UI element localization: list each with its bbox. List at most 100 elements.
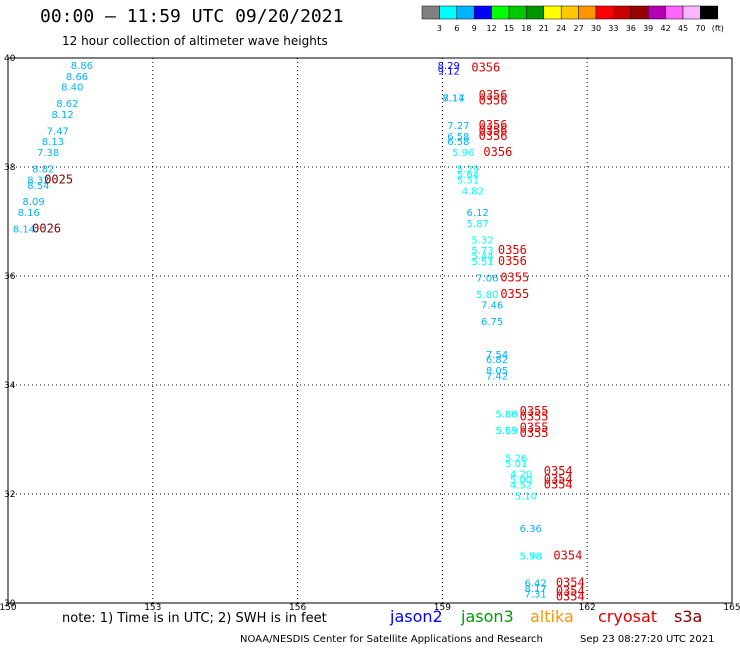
pass-time-label: 0354 <box>544 464 573 478</box>
scale-label: 45 <box>678 24 688 33</box>
wave-height-label: 5.87 <box>467 219 489 230</box>
wave-height-label: 5.10 <box>515 491 537 502</box>
wave-height-label: 6.58 <box>447 137 469 148</box>
y-tick-label: 36 <box>4 272 16 282</box>
wave-height-label: 6.42 <box>524 579 546 590</box>
wave-height-label: 6.58 <box>447 132 469 143</box>
wave-height-label: 7.31 <box>524 590 546 601</box>
satellite-name: cryosat <box>598 607 658 626</box>
wave-height-label: 8.12 <box>51 110 73 121</box>
scale-label: 12 <box>487 24 497 33</box>
wave-height-label: 7.46 <box>481 301 503 312</box>
wave-height-label: 5.00 <box>510 475 532 486</box>
pass-time-label: 0356 <box>471 61 500 75</box>
wave-height-label: 7.42 <box>486 372 508 383</box>
scale-label: 24 <box>556 24 566 33</box>
scale-label: 27 <box>574 24 584 33</box>
x-tick-label: 153 <box>144 603 161 613</box>
wave-height-label: 8.32 <box>27 175 49 186</box>
wave-height-label: 5.51 <box>471 257 493 268</box>
pass-time-label: 0354 <box>544 472 573 486</box>
scale-swatch <box>665 5 684 20</box>
wave-height-label: 8.40 <box>61 83 83 94</box>
y-tick-label: 40 <box>4 54 16 64</box>
wave-height-label: 7.06 <box>476 273 498 284</box>
scale-label: (ft) <box>712 24 724 33</box>
pass-time-label: 0354 <box>556 584 585 598</box>
pass-time-label: 0356 <box>479 123 508 137</box>
scale-swatch <box>700 5 719 20</box>
pass-time-label: 0354 <box>556 576 585 590</box>
pass-time-label: 0356 <box>498 243 527 257</box>
wave-height-label: 6.82 <box>486 355 508 366</box>
wave-height-label: 8.66 <box>66 72 88 83</box>
scale-swatch <box>682 5 701 20</box>
wave-height-label: 7.54 <box>486 350 508 361</box>
scale-swatch <box>613 5 632 20</box>
wave-height-label: 9.12 <box>438 66 460 77</box>
wave-height-label: 5.29 <box>457 164 479 175</box>
pass-time-label: 0356 <box>483 145 512 159</box>
wave-height-label: 4.82 <box>462 186 484 197</box>
scale-swatch <box>560 5 579 20</box>
pass-time-label: 0026 <box>32 221 61 235</box>
scale-label: 39 <box>643 24 653 33</box>
wave-height-label: 6.36 <box>520 524 542 535</box>
x-tick-label: 162 <box>579 603 596 613</box>
note-text: note: 1) Time is in UTC; 2) SWH is in fe… <box>62 611 327 626</box>
pass-time-label: 0354 <box>544 478 573 492</box>
wave-height-label: 5.80 <box>476 290 498 301</box>
plot-frame <box>7 57 733 604</box>
wave-height-label: 5.63 <box>495 426 517 437</box>
satellite-name: jason2 <box>390 607 443 626</box>
satellite-name: s3a <box>674 607 703 626</box>
scale-swatch <box>508 5 527 20</box>
pass-time-label: 0355 <box>520 409 549 423</box>
y-tick-label: 32 <box>4 490 15 500</box>
scale-swatch <box>578 5 597 20</box>
scale-label: 30 <box>591 24 601 33</box>
satellite-name: jason3 <box>461 607 514 626</box>
wave-height-label: 8.14 <box>13 224 35 235</box>
chart-title: 00:00 – 11:59 UTC 09/20/2021 <box>40 6 344 27</box>
pass-time-label: 0355 <box>520 426 549 440</box>
footer-timestamp: Sep 23 08:27:20 UTC 2021 <box>580 634 715 645</box>
wave-height-label: 7.38 <box>37 148 59 159</box>
x-tick-label: 165 <box>723 603 740 613</box>
wave-height-label: 8.14 <box>442 94 464 105</box>
wave-height-label: 6.75 <box>481 317 503 328</box>
scale-swatch <box>456 5 475 20</box>
wave-height-label: 5.96 <box>452 148 474 159</box>
x-tick-label: 150 <box>0 603 17 613</box>
x-tick-label: 159 <box>434 603 451 613</box>
scale-swatch <box>595 5 614 20</box>
wave-height-label: 8.16 <box>18 208 40 219</box>
chart-subtitle: 12 hour collection of altimeter wave hei… <box>62 34 328 48</box>
wave-height-label: 8.82 <box>32 164 54 175</box>
satellite-name: altika <box>530 607 574 626</box>
wave-height-label: 7.17 <box>442 94 464 105</box>
scale-swatch <box>473 5 492 20</box>
wave-height-label: 5.32 <box>471 235 493 246</box>
wave-height-label: 5.78 <box>520 551 542 562</box>
pass-time-label: 0355 <box>520 404 549 418</box>
scale-label: 70 <box>695 24 705 33</box>
wave-height-label: 5.01 <box>505 459 527 470</box>
wave-height-label: 8.86 <box>71 61 93 72</box>
pass-time-label: 0355 <box>520 420 549 434</box>
wave-height-label: 5.44 <box>471 252 493 263</box>
wave-height-label: 8.05 <box>486 366 508 377</box>
pass-time-label: 0356 <box>479 118 508 132</box>
scale-label: 36 <box>626 24 636 33</box>
scale-swatch <box>543 5 562 20</box>
wave-height-label: 5.26 <box>505 453 527 464</box>
scale-swatch <box>421 5 440 20</box>
pass-time-label: 0025 <box>44 172 73 186</box>
wave-height-label: 4.52 <box>510 481 532 492</box>
scale-swatch <box>491 5 510 20</box>
scale-swatch <box>647 5 666 20</box>
wave-height-label: 5.73 <box>471 246 493 257</box>
wave-height-label: 5.86 <box>495 410 517 421</box>
wave-height-label: 4.20 <box>510 470 532 481</box>
